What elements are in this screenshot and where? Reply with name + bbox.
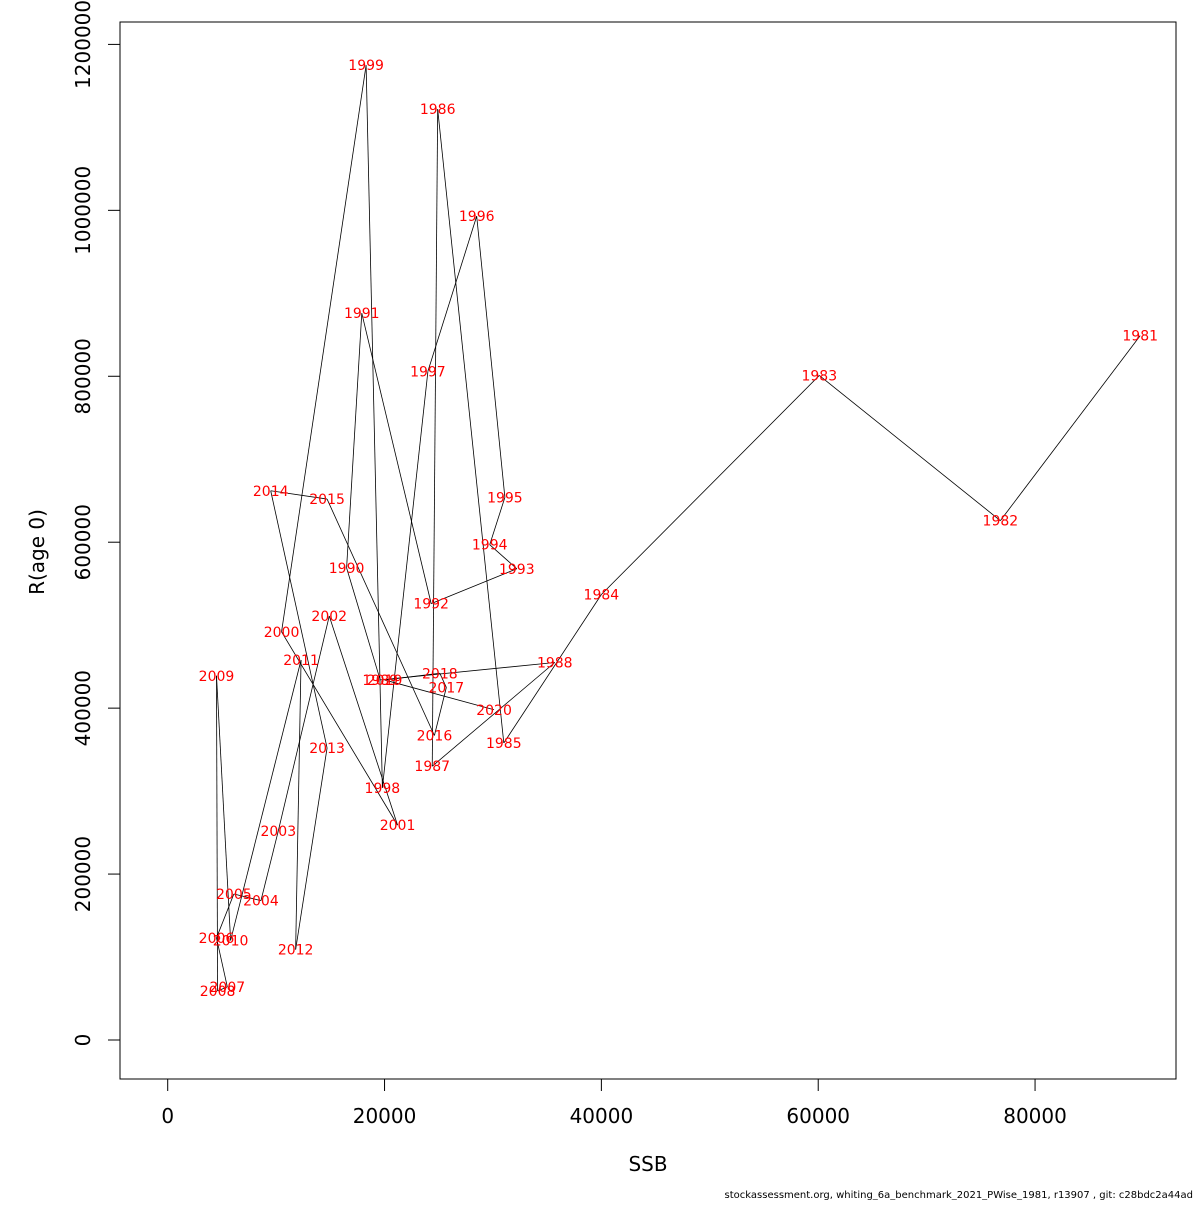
point-label-2004: 2004 <box>243 894 279 910</box>
x-tick-label: 60000 <box>786 1104 850 1128</box>
y-tick-label: 200000 <box>71 836 95 912</box>
point-label-1995: 1995 <box>487 490 523 506</box>
series-segment <box>439 673 447 688</box>
point-label-2020: 2020 <box>476 703 512 719</box>
point-label-2018: 2018 <box>422 666 458 682</box>
x-tick-label: 40000 <box>570 1104 634 1128</box>
series-segment <box>489 544 518 570</box>
point-label-1984: 1984 <box>584 587 620 603</box>
point-label-2019: 2019 <box>367 673 403 689</box>
point-label-2006: 2006 <box>199 931 235 947</box>
series-segment <box>346 567 381 681</box>
series-segment <box>819 375 1001 521</box>
y-axis: 0 200000 400000 600000 800000 1000000 1200000 <box>71 0 121 1047</box>
point-label-1998: 1998 <box>365 781 401 797</box>
point-label-2015: 2015 <box>309 492 345 508</box>
point-label-1982: 1982 <box>983 514 1019 530</box>
series-segment <box>476 216 506 498</box>
x-tick-label: 0 <box>161 1104 174 1128</box>
series-segment <box>216 893 235 939</box>
series-segment <box>217 986 228 992</box>
series-segment <box>427 216 478 372</box>
series-segment <box>216 937 228 987</box>
series-segment <box>431 662 556 767</box>
series-segment <box>216 675 231 941</box>
series-segment <box>326 498 435 736</box>
series-lines <box>216 65 1141 992</box>
point-label-2016: 2016 <box>417 729 453 745</box>
series-segment <box>365 65 383 788</box>
series-segment <box>601 375 820 595</box>
y-axis-title: R(age 0) <box>25 509 49 595</box>
y-tick-label: 0 <box>71 1034 95 1047</box>
y-tick-label: 1200000 <box>71 0 95 89</box>
series-segment <box>431 568 517 604</box>
series-segment <box>503 594 602 744</box>
series-segment <box>489 497 506 545</box>
x-tick-label: 80000 <box>1003 1104 1067 1128</box>
series-segment <box>384 679 495 711</box>
y-tick-label: 400000 <box>71 670 95 746</box>
point-label-1999: 1999 <box>348 58 384 74</box>
point-label-1991: 1991 <box>344 306 380 322</box>
x-axis-title: SSB <box>628 1152 667 1176</box>
series-segment <box>328 615 398 826</box>
point-label-1994: 1994 <box>472 538 508 554</box>
point-label-1983: 1983 <box>801 368 837 384</box>
footer-text: stockassessment.org, whiting_6a_benchmar… <box>725 1190 1193 1200</box>
point-label-2003: 2003 <box>260 824 296 840</box>
point-label-1992: 1992 <box>413 597 449 613</box>
series-segment <box>381 371 429 788</box>
point-label-2011: 2011 <box>283 653 319 669</box>
y-tick-label: 600000 <box>71 504 95 580</box>
series-segment <box>233 893 262 902</box>
series-segment <box>295 747 328 950</box>
series-segment <box>1000 335 1141 521</box>
y-tick-label: 800000 <box>71 338 95 414</box>
point-label-2001: 2001 <box>380 818 416 834</box>
series-segment <box>361 313 432 604</box>
point-label-1988: 1988 <box>537 656 573 672</box>
point-label-1990: 1990 <box>329 561 365 577</box>
point-label-1986: 1986 <box>420 102 456 118</box>
point-label-1996: 1996 <box>459 209 495 225</box>
y-tick-label: 1000000 <box>71 166 95 255</box>
series-segment <box>295 660 302 950</box>
point-label-1997: 1997 <box>410 364 446 380</box>
point-label-1985: 1985 <box>486 736 522 752</box>
x-axis: 0 20000 40000 60000 80000 <box>161 1078 1067 1128</box>
point-label-2007: 2007 <box>210 980 246 996</box>
point-labels: 1981 1982 1983 1984 1985 1986 1987 1988 1989 1990… <box>199 58 1158 1000</box>
point-label-2010: 2010 <box>213 933 249 949</box>
series-segment <box>346 313 363 568</box>
point-label-2008: 2008 <box>200 984 236 1000</box>
series-segment <box>260 830 279 901</box>
point-label-2005: 2005 <box>216 887 252 903</box>
point-label-2014: 2014 <box>253 484 289 500</box>
series-segment <box>216 675 218 992</box>
point-label-1993: 1993 <box>499 562 535 578</box>
series-segment <box>431 109 439 767</box>
series-segment <box>270 490 328 749</box>
point-label-2017: 2017 <box>429 680 465 696</box>
point-label-2009: 2009 <box>199 669 235 685</box>
series-segment <box>437 109 505 744</box>
point-label-1987: 1987 <box>414 759 450 775</box>
point-label-1989: 1989 <box>362 673 398 689</box>
series-segment <box>270 490 328 500</box>
series-segment <box>384 672 440 681</box>
series-segment <box>230 659 302 941</box>
point-label-2000: 2000 <box>264 625 300 641</box>
series-segment <box>434 687 447 736</box>
point-label-1981: 1981 <box>1122 329 1158 345</box>
series-segment <box>281 65 367 632</box>
point-label-2002: 2002 <box>311 609 347 625</box>
series-segment <box>277 615 330 832</box>
point-label-2012: 2012 <box>278 943 314 959</box>
x-tick-label: 20000 <box>353 1104 417 1128</box>
point-label-2013: 2013 <box>309 741 345 757</box>
